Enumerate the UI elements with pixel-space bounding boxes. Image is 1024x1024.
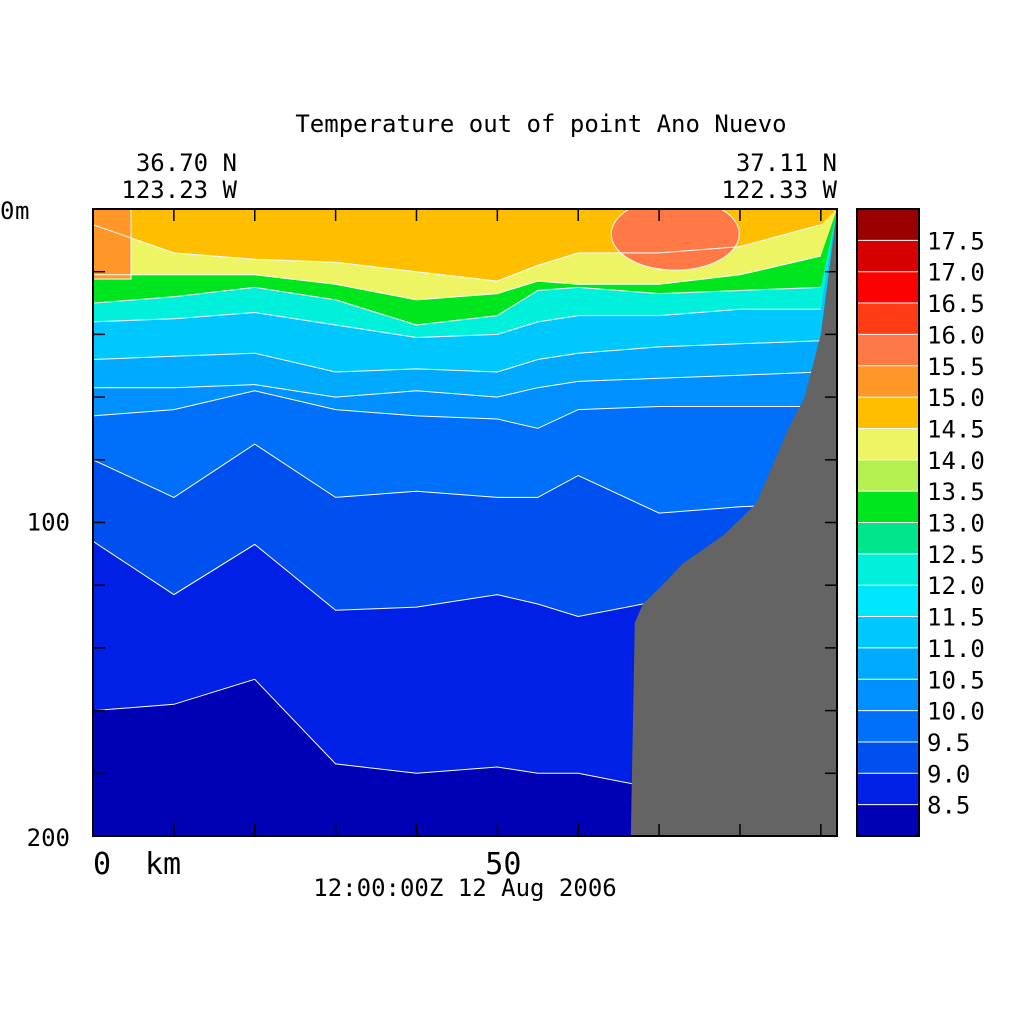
frame-ticks <box>92 208 837 837</box>
colorbar-label: 11.0 <box>927 635 985 663</box>
colorbar-label: 15.0 <box>927 384 985 412</box>
isotherm-line <box>93 390 821 429</box>
depth-unit-label: m <box>15 197 29 225</box>
colorbar-label: 17.5 <box>927 227 985 255</box>
colorbar-label: 17.0 <box>927 259 985 287</box>
x-tick-label: 50 <box>485 847 521 882</box>
contour-fills <box>93 209 837 836</box>
isotherm-line <box>93 443 821 514</box>
colorbar <box>857 209 919 837</box>
colorbar-swatch <box>857 240 919 273</box>
colorbar-swatch <box>857 334 919 367</box>
chart-title: Temperature out of point Ano Nuevo <box>295 110 786 138</box>
colorbar-swatch <box>857 773 919 806</box>
x-tick-label: 0 <box>93 847 111 882</box>
colorbar-swatch <box>857 209 919 241</box>
colorbar-swatch <box>857 804 919 837</box>
isotherm-line <box>93 224 821 282</box>
colorbar-swatch <box>857 522 919 555</box>
colorbar-swatch <box>857 616 919 649</box>
colorbar-label: 15.5 <box>927 353 985 381</box>
y-tick-label: 200 <box>27 824 70 852</box>
colorbar-label: 10.0 <box>927 698 985 726</box>
colorbar-label: 16.5 <box>927 290 985 318</box>
colorbar-label: 14.0 <box>927 447 985 475</box>
colorbar-label: 12.0 <box>927 572 985 600</box>
start-latitude: 36.70 N <box>136 149 237 177</box>
colorbar-label: 13.0 <box>927 510 985 538</box>
colorbar-labels: 8.5 9.0 9.5 10.0 10.5 11.0 11.5 12.0 12.5 13.0 13.… <box>927 227 985 819</box>
colorbar-swatch <box>857 428 919 461</box>
end-latitude: 37.11 N <box>736 149 837 177</box>
colorbar-swatch <box>857 459 919 492</box>
isotherm-line <box>93 340 821 373</box>
colorbar-swatch <box>857 365 919 398</box>
y-tick-label: 100 <box>27 509 70 537</box>
colorbar-frame <box>856 208 920 837</box>
start-longitude: 123.23 W <box>121 176 237 204</box>
colorbar-label: 9.0 <box>927 760 970 788</box>
depth-axis: m 0 100 200 <box>0 197 70 852</box>
distance-axis: km 0 50 <box>93 847 521 882</box>
colorbar-label: 14.5 <box>927 415 985 443</box>
warm-edge-15-0 <box>93 209 132 280</box>
isotherm-line <box>93 286 821 326</box>
colorbar-label: 16.0 <box>927 321 985 349</box>
y-tick-label: 0 <box>0 197 14 225</box>
colorbar-swatch <box>857 397 919 429</box>
chart-timestamp: 12:00:00Z 12 Aug 2006 <box>313 874 616 902</box>
colorbar-label: 13.5 <box>927 478 985 506</box>
colorbar-swatch <box>857 647 919 680</box>
warm-core-15-5 <box>610 209 740 271</box>
colorbar-swatch <box>857 585 919 618</box>
colorbar-swatch <box>857 303 919 335</box>
distance-unit-label: km <box>145 847 181 882</box>
colorbar-label: 8.5 <box>927 792 970 820</box>
colorbar-label: 11.5 <box>927 604 985 632</box>
seafloor-bathymetry <box>630 209 837 836</box>
colorbar-swatch <box>857 710 919 743</box>
colorbar-swatch <box>857 741 919 774</box>
colorbar-swatch <box>857 679 919 712</box>
colorbar-label: 10.5 <box>927 666 985 694</box>
end-longitude: 122.33 W <box>721 176 837 204</box>
isotherm-line <box>93 371 821 398</box>
isotherm-line <box>93 255 821 301</box>
colorbar-swatch <box>857 271 919 304</box>
colorbar-swatch <box>857 553 919 586</box>
colorbar-label: 9.5 <box>927 729 970 757</box>
contour-lines <box>93 224 821 790</box>
isotherm-line <box>93 308 821 339</box>
colorbar-label: 12.5 <box>927 541 985 569</box>
colorbar-swatch <box>857 491 919 523</box>
